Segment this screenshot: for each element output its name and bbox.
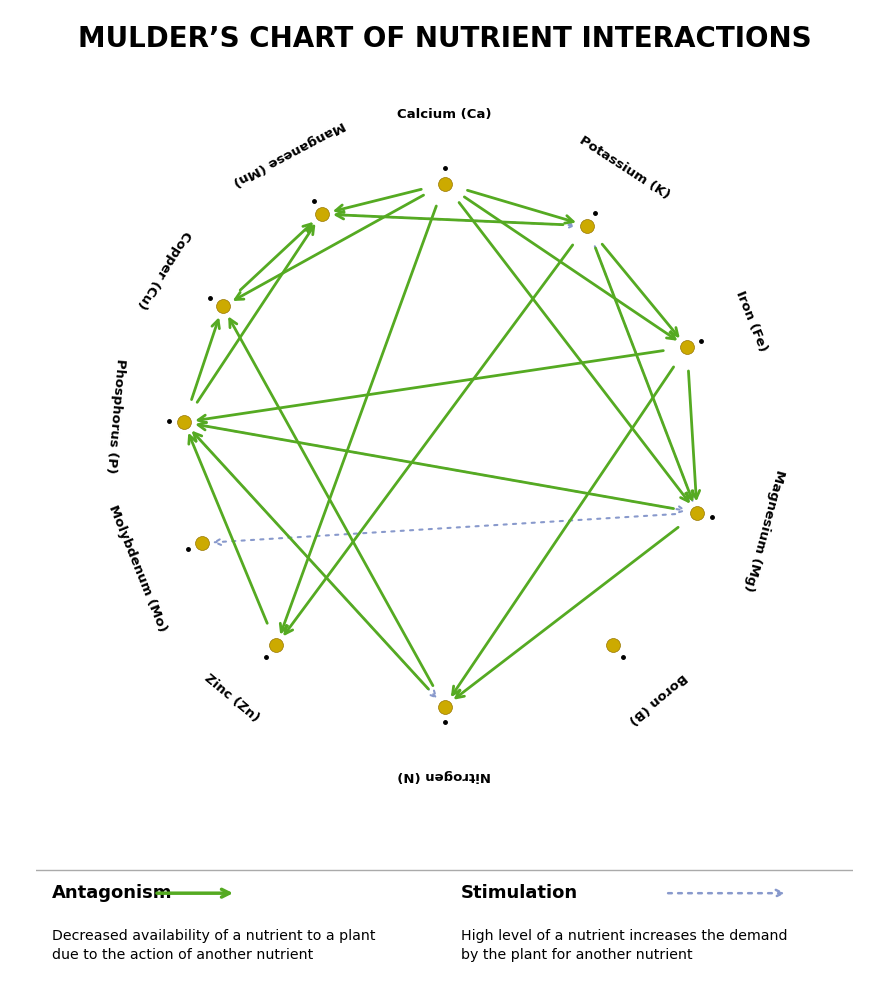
Text: Antagonism: Antagonism xyxy=(52,883,172,902)
Text: High level of a nutrient increases the demand
by the plant for another nutrient: High level of a nutrient increases the d… xyxy=(461,929,788,962)
Text: Boron (B): Boron (B) xyxy=(626,671,689,727)
Text: Molybdenum (Mo): Molybdenum (Mo) xyxy=(107,503,169,634)
Text: Potassium (K): Potassium (K) xyxy=(577,134,672,202)
Text: Copper (Cu): Copper (Cu) xyxy=(135,228,193,312)
Text: Manganese (Mn): Manganese (Mn) xyxy=(231,118,348,188)
Text: Nitrogen (N): Nitrogen (N) xyxy=(397,769,492,782)
Text: Decreased availability of a nutrient to a plant
due to the action of another nut: Decreased availability of a nutrient to … xyxy=(52,929,375,962)
Text: MULDER’S CHART OF NUTRIENT INTERACTIONS: MULDER’S CHART OF NUTRIENT INTERACTIONS xyxy=(77,25,812,52)
Text: Zinc (Zn): Zinc (Zn) xyxy=(202,672,262,725)
Text: Iron (Fe): Iron (Fe) xyxy=(733,289,769,353)
Text: Calcium (Ca): Calcium (Ca) xyxy=(397,108,492,121)
Text: Stimulation: Stimulation xyxy=(461,883,578,902)
Text: Phosphorus (P): Phosphorus (P) xyxy=(103,358,126,474)
Text: Magnesium (Mg): Magnesium (Mg) xyxy=(741,469,787,593)
